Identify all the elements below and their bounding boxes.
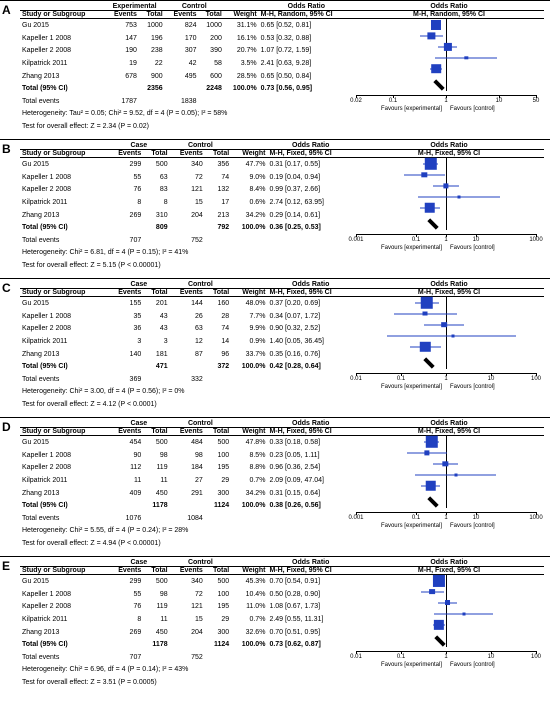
point-marker [422,172,427,177]
forest-plot: 0.0010.11101000Favours [experimental]Fav… [356,436,536,550]
point-marker [458,195,461,198]
forest-table: CaseControlOdds RatioOdds Ratio Study or… [20,559,544,689]
panel-A: A ExperimentalControlOdds RatioOdds Rati… [0,0,550,139]
forest-plot: 0.0010.11101000Favours [experimental]Fav… [356,158,536,272]
panel-C: C CaseControlOdds RatioOdds Ratio Study … [0,278,550,417]
point-marker [445,600,451,606]
point-marker [433,574,445,586]
forest-plot: 0.020.111050Favours [experimental]Favour… [356,19,536,133]
forest-plot: 0.010.1110100Favours [experimental]Favou… [356,297,536,411]
panel-label: A [2,3,11,17]
study-row: Gu 20157531000824100031.1%0.65 [0.52, 0.… [20,19,544,33]
study-row: Gu 201529950034050045.3%0.70 [0.54, 0.91… [20,575,544,589]
total-diamond [428,496,439,507]
point-marker [425,480,436,491]
x-axis: 0.010.1110100Favours [experimental]Favou… [356,371,536,397]
x-axis: 0.0010.11101000Favours [experimental]Fav… [356,510,536,536]
point-marker [443,42,451,50]
study-row: Gu 201545450048450047.8%0.33 [0.18, 0.58… [20,436,544,450]
panel-label: B [2,142,11,156]
point-marker [443,183,448,188]
point-marker [431,19,441,29]
point-marker [424,450,429,455]
point-marker [443,461,448,466]
panel-D: D CaseControlOdds RatioOdds Ratio Study … [0,417,550,556]
point-marker [465,56,468,59]
point-marker [434,619,444,629]
point-marker [454,473,457,476]
panel-label: E [2,559,10,573]
total-diamond [434,635,445,646]
total-diamond [427,218,438,229]
point-marker [430,589,436,595]
point-marker [431,64,441,74]
point-marker [441,322,447,328]
point-marker [422,311,427,316]
panel-label: C [2,281,11,295]
total-diamond [423,357,434,368]
point-marker [451,334,454,337]
forest-table: CaseControlOdds RatioOdds Ratio Study or… [20,142,544,272]
panel-B: B CaseControlOdds RatioOdds Ratio Study … [0,139,550,278]
x-axis: 0.010.1110100Favours [experimental]Favou… [356,649,536,675]
point-marker [420,296,432,308]
panel-E: E CaseControlOdds RatioOdds Ratio Study … [0,556,550,695]
point-marker [428,32,435,39]
study-row: Gu 201529950034035647.7%0.31 [0.17, 0.55… [20,158,544,172]
point-marker [420,341,430,351]
point-marker [425,157,437,169]
point-marker [462,612,465,615]
study-row: Gu 201515520114416048.0%0.37 [0.20, 0.69… [20,297,544,311]
forest-table: CaseControlOdds RatioOdds Ratio Study or… [20,420,544,550]
forest-plot: 0.010.1110100Favours [experimental]Favou… [356,575,536,689]
point-marker [425,435,437,447]
total-diamond [433,79,444,90]
panel-label: D [2,420,11,434]
point-marker [425,202,436,213]
x-axis: 0.0010.11101000Favours [experimental]Fav… [356,232,536,258]
x-axis: 0.020.111050Favours [experimental]Favour… [356,93,536,119]
forest-table: ExperimentalControlOdds RatioOdds Ratio … [20,3,544,133]
forest-table: CaseControlOdds RatioOdds Ratio Study or… [20,281,544,411]
